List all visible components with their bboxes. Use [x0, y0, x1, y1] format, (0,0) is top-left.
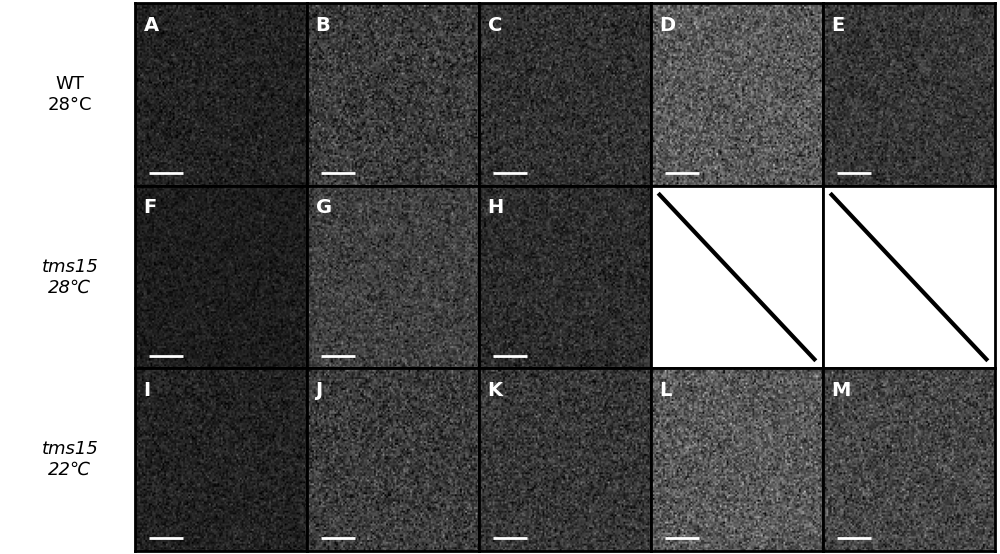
Text: B: B [316, 16, 330, 34]
Text: J: J [316, 381, 323, 400]
Text: K: K [488, 381, 503, 400]
Text: E: E [832, 16, 845, 34]
Text: G: G [316, 198, 332, 217]
Text: I: I [144, 381, 151, 400]
Text: L: L [660, 381, 672, 400]
Text: M: M [832, 381, 851, 400]
Text: tms15
22℃: tms15 22℃ [42, 440, 98, 479]
Text: H: H [488, 198, 504, 217]
Text: tms15
28℃: tms15 28℃ [42, 258, 98, 296]
Text: A: A [144, 16, 159, 34]
Text: WT
28°C: WT 28°C [48, 75, 92, 114]
Text: D: D [660, 16, 676, 34]
Text: F: F [144, 198, 157, 217]
Text: C: C [488, 16, 502, 34]
